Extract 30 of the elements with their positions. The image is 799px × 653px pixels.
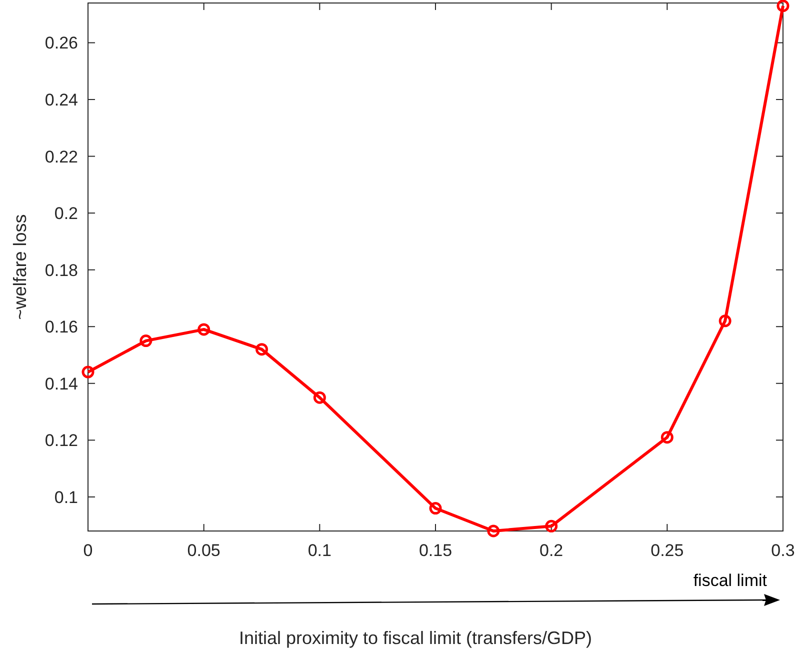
point xyxy=(313,391,326,404)
x-tick-label: 0.15 xyxy=(418,541,452,560)
y-tick-label: 0.26 xyxy=(44,34,78,53)
point xyxy=(140,334,152,348)
x-tick-label: 0.3 xyxy=(771,541,795,560)
y-tick-label: 0.24 xyxy=(44,90,78,110)
text: fiscal limit xyxy=(693,571,768,590)
point xyxy=(487,524,500,538)
point xyxy=(545,520,558,532)
point xyxy=(429,502,442,515)
y-axis-title: ~welfare loss xyxy=(10,214,30,320)
point xyxy=(776,0,790,12)
point xyxy=(256,343,268,356)
x-tick-label: 0.25 xyxy=(650,541,684,560)
y-tick-label: 0.14 xyxy=(44,374,78,394)
point xyxy=(198,323,210,336)
point xyxy=(660,431,674,444)
point xyxy=(718,314,732,328)
x-tick-label: 0.2 xyxy=(540,541,564,560)
y-tick-label: 0.12 xyxy=(44,431,78,450)
y-tick-label: 0.16 xyxy=(44,318,78,337)
x-tick-label: 0.1 xyxy=(308,541,332,560)
point xyxy=(82,366,94,378)
x-tick-label: 0 xyxy=(83,541,93,560)
y-tick-label: 0.1 xyxy=(54,488,78,507)
y-tick-label: 0.2 xyxy=(54,204,78,224)
y-tick-label: 0.18 xyxy=(44,260,78,280)
x-tick-label: 0.05 xyxy=(187,541,220,560)
x-axis-title: Initial proximity to fiscal limit (transfers/GDP) xyxy=(238,628,592,648)
y-tick-label: 0.22 xyxy=(44,147,78,166)
